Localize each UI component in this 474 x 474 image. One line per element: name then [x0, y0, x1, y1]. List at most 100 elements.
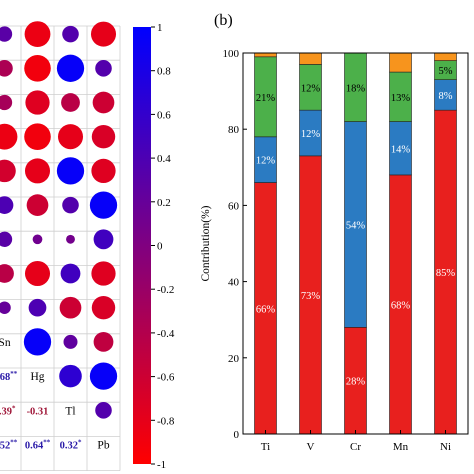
- correlation-circle: [59, 296, 82, 319]
- correlation-circle: [93, 332, 114, 352]
- correlation-circle: [91, 261, 116, 286]
- correlation-circle: [59, 364, 82, 388]
- y-tick-label: 80: [228, 124, 240, 136]
- colorbar-tick-label: -0.4: [157, 328, 175, 340]
- correlation-circle: [90, 21, 117, 47]
- correlation-circle: [0, 264, 14, 283]
- bar-data-label: 68%: [391, 300, 411, 311]
- colorbar-tick-label: 0.6: [157, 109, 171, 121]
- correlation-circle: [91, 124, 116, 149]
- correlation-circle: [32, 234, 43, 245]
- colorbar-tick-label: -0.6: [157, 372, 175, 384]
- correlation-value: 0.39*: [0, 404, 16, 417]
- correlation-circle: [62, 25, 79, 43]
- bar-segment: [434, 52, 457, 61]
- correlation-circle: [0, 196, 14, 214]
- correlation-circle: [91, 295, 116, 320]
- plot-frame: [242, 52, 469, 435]
- bar-segment: [299, 52, 322, 65]
- bar-data-label: 73%: [301, 291, 321, 302]
- y-tick-label: 60: [228, 200, 240, 212]
- correlation-circle: [61, 93, 80, 112]
- y-tick-label: 40: [228, 277, 240, 289]
- element-label: Hg: [30, 371, 44, 383]
- correlation-circle: [56, 54, 85, 82]
- correlation-circle: [60, 263, 81, 284]
- correlation-value: 0.68**: [0, 370, 18, 383]
- significance-mark: **: [10, 439, 18, 447]
- correlation-circle: [56, 157, 85, 185]
- correlation-circle: [0, 94, 13, 111]
- colorbar-tick-label: -1: [157, 459, 166, 471]
- stacked-bar-chart: (b) Contribution(%) 66% 12% 21% Ti 73% 12% 12% V 2…: [200, 12, 469, 453]
- x-tick-label: Mn: [393, 441, 409, 453]
- bar-data-label: 85%: [436, 268, 456, 279]
- correlation-circle: [95, 60, 112, 77]
- correlation-circle: [89, 191, 118, 219]
- correlation-circle: [62, 196, 79, 214]
- bar-data-label: 54%: [346, 220, 366, 231]
- y-axis-label: Contribution(%): [200, 205, 212, 281]
- colorbar-tick-label: 0.2: [157, 197, 171, 209]
- correlation-value: -0.31: [27, 406, 49, 417]
- bar-data-label: 13%: [391, 93, 411, 104]
- correlation-circle: [95, 402, 112, 419]
- correlation-circle: [91, 158, 116, 184]
- correlation-circle: [93, 229, 114, 250]
- correlation-circle: [57, 124, 84, 150]
- bar-data-label: 5%: [439, 66, 453, 77]
- correlation-heatmap: Sn Hg Tl Pb 0.68** 0.39* -0.31 0.52** 0.64** 0.32…: [0, 21, 121, 472]
- correlation-value: 0.52**: [0, 439, 18, 452]
- colorbar-tick-label: 0.8: [157, 66, 171, 78]
- correlation-circle: [28, 298, 47, 317]
- bar-data-label: 12%: [256, 156, 276, 167]
- correlation-circle: [23, 328, 52, 356]
- element-label: Pb: [97, 440, 109, 452]
- element-label: Tl: [65, 405, 75, 417]
- correlation-value: 0.32*: [60, 439, 82, 452]
- bar-data-label: 21%: [256, 93, 276, 104]
- bar-data-label: 14%: [391, 144, 411, 155]
- correlation-circle: [92, 91, 115, 114]
- bar-data-label: 12%: [301, 83, 321, 94]
- correlation-circle: [0, 60, 13, 77]
- colorbar-tick-label: 1: [157, 22, 163, 34]
- colorbar-tick-label: 0: [157, 241, 163, 253]
- correlation-circle: [24, 158, 51, 184]
- bar-segment: [389, 52, 412, 73]
- bar-data-label: 8%: [439, 91, 453, 102]
- correlation-circle: [24, 123, 51, 150]
- panel-label: (b): [214, 12, 233, 29]
- x-tick-label: V: [307, 441, 315, 453]
- significance-mark: **: [10, 370, 18, 378]
- x-tick-label: Ti: [261, 441, 270, 453]
- bar-data-label: 12%: [301, 129, 321, 140]
- y-tick-label: 100: [223, 48, 240, 60]
- significance-mark: **: [43, 439, 51, 447]
- correlation-circle: [25, 90, 50, 115]
- correlation-circle: [0, 231, 13, 247]
- y-tick-label: 0: [234, 429, 240, 441]
- correlation-circle: [89, 362, 118, 390]
- element-label: Sn: [0, 337, 11, 349]
- correlation-circle: [66, 234, 75, 244]
- significance-mark: *: [12, 404, 16, 412]
- significance-mark: *: [78, 439, 82, 447]
- colorbar-tick-label: -0.8: [157, 415, 175, 427]
- bar-segment: [254, 52, 277, 58]
- correlation-circle: [24, 55, 51, 82]
- x-tick-label: Cr: [350, 441, 361, 453]
- colorbar: 1 0.8 0.6 0.4 0.2 0 -0.2 -0.4 -0.6 -0.8 -1: [133, 22, 175, 471]
- colorbar-gradient: [133, 27, 151, 464]
- correlation-circle: [24, 21, 51, 48]
- x-tick-label: Ni: [440, 441, 451, 453]
- correlation-circle: [0, 123, 18, 150]
- bar-data-label: 66%: [256, 304, 276, 315]
- correlation-circle: [63, 334, 78, 349]
- bar-data-label: 18%: [346, 83, 366, 94]
- y-tick-label: 20: [228, 353, 240, 365]
- correlation-circle: [24, 260, 51, 287]
- correlation-circle: [0, 159, 16, 183]
- correlation-value: 0.64**: [25, 439, 51, 452]
